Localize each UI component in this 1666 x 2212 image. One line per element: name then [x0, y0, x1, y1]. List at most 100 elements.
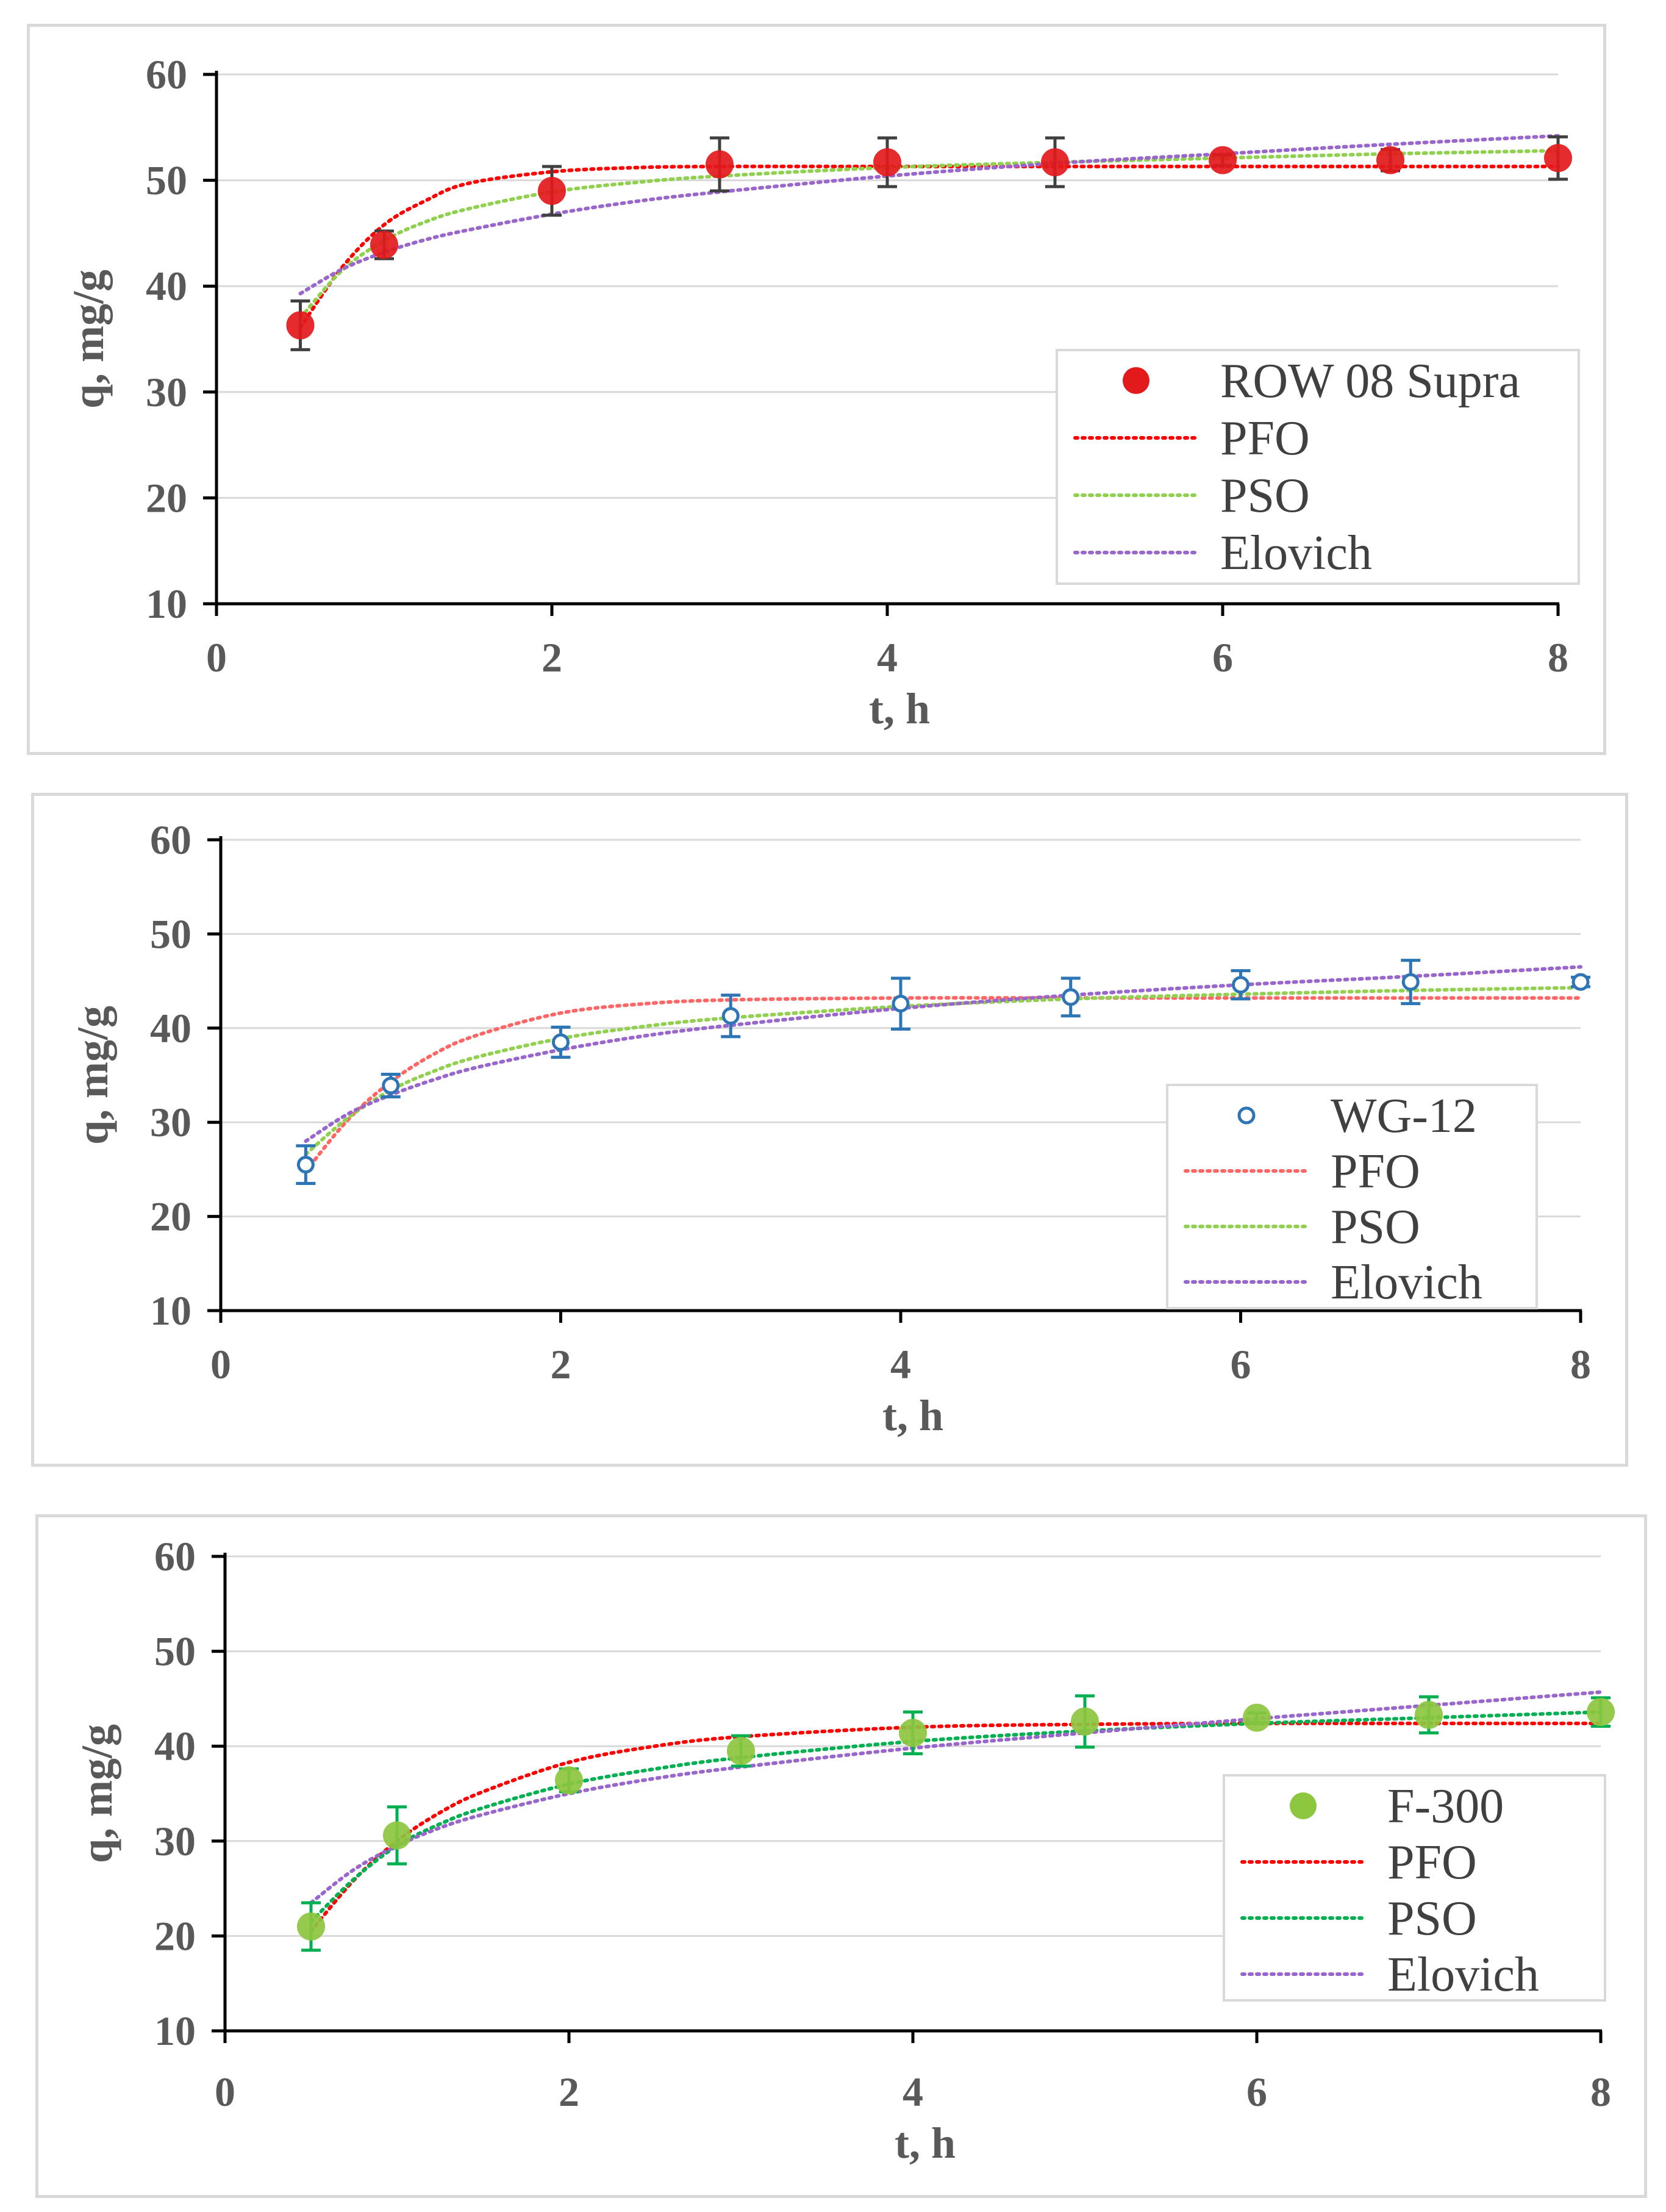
x-axis-label: t, h	[895, 2119, 956, 2167]
y-tick-label: 50	[146, 157, 187, 204]
legend-label: WG-12	[1331, 1089, 1477, 1143]
legend-label: PFO	[1331, 1145, 1420, 1198]
legend-marker	[1123, 367, 1149, 394]
fit-curve-pfo	[304, 996, 1582, 1173]
legend-label: F-300	[1387, 1780, 1504, 1833]
fit-curve-pfo	[298, 164, 1560, 329]
legend-label: PFO	[1220, 412, 1310, 465]
data-point	[370, 231, 398, 259]
y-tick-label: 30	[154, 1818, 196, 1864]
y-tick-label: 40	[154, 1723, 196, 1769]
data-point	[296, 1156, 315, 1174]
y-tick-label: 30	[150, 1099, 191, 1145]
y-tick-label: 60	[150, 817, 191, 863]
data-point	[706, 150, 734, 179]
legend-label: PSO	[1331, 1200, 1420, 1254]
x-axis-label: t, h	[869, 684, 930, 733]
x-tick-label: 6	[1212, 634, 1233, 681]
legend-label: PSO	[1387, 1892, 1477, 1945]
y-tick-label: 40	[146, 263, 187, 309]
data-point	[1587, 1698, 1615, 1727]
chart-panel-wg12: 10 20 30 40 50 60 0 2 4 6 8 t, h q, mg/g WG-12 PFO PSO E…	[31, 793, 1628, 1467]
legend-label: Elovich	[1387, 1948, 1539, 2002]
x-tick-label: 0	[215, 2069, 235, 2115]
y-tick-label: 60	[154, 1533, 196, 1580]
data-point	[555, 1766, 583, 1795]
fit-curve-elovich	[298, 134, 1560, 296]
data-point	[1071, 1707, 1099, 1736]
chart-f-300: 10 20 30 40 50 60 0 2 4 6 8 t, h q, mg/g F-300PFOPSOE…	[73, 1533, 1615, 2167]
x-tick-label: 2	[559, 2069, 579, 2115]
y-tick-label: 10	[154, 2008, 196, 2054]
fit-curve-elovich	[309, 1690, 1603, 1905]
y-tick-label: 60	[146, 51, 187, 98]
legend-label: PFO	[1387, 1836, 1477, 1889]
data-point	[1544, 144, 1572, 173]
data-point	[552, 1033, 570, 1051]
y-tick-label: 20	[146, 474, 187, 521]
x-tick-label: 0	[206, 634, 227, 681]
data-point	[382, 1076, 400, 1095]
y-tick-label: 50	[150, 911, 191, 957]
y-tick-label: 20	[154, 1913, 196, 1959]
x-tick-label: 2	[542, 634, 562, 681]
x-tick-label: 6	[1231, 1341, 1251, 1387]
data-point	[1415, 1700, 1443, 1729]
y-tick-label: 10	[150, 1287, 191, 1334]
data-point	[286, 311, 315, 340]
data-point	[721, 1007, 740, 1025]
legend-box	[1166, 1084, 1538, 1309]
legend-label: PSO	[1220, 469, 1310, 523]
data-point	[1401, 973, 1420, 991]
data-point	[297, 1912, 325, 1941]
x-tick-label: 4	[877, 634, 898, 681]
chart-row08-supra: 10 20 30 40 50 60 0 2 4 6 8 t, h q, mg/g ROW 08 Supra…	[64, 51, 1580, 733]
data-point	[1243, 1703, 1271, 1732]
data-point	[1062, 988, 1080, 1006]
legend-box	[1223, 1774, 1606, 2002]
fit-curve-pso	[304, 986, 1582, 1156]
legend-marker	[1237, 1106, 1256, 1125]
legend-label: Elovich	[1331, 1256, 1482, 1309]
y-tick-label: 20	[150, 1194, 191, 1240]
data-point	[1232, 976, 1250, 994]
x-tick-label: 4	[903, 2069, 923, 2115]
fit-curve-pso	[309, 1710, 1603, 1924]
x-tick-label: 6	[1246, 2069, 1267, 2115]
data-point	[1571, 973, 1590, 991]
data-point	[1376, 146, 1404, 174]
x-tick-label: 2	[551, 1341, 571, 1387]
x-tick-label: 8	[1570, 1341, 1591, 1387]
data-point	[383, 1821, 411, 1850]
chart-panel-f300: 10 20 30 40 50 60 0 2 4 6 8 t, h q, mg/g F-300 PFO PSO E…	[35, 1514, 1647, 2198]
legend-label: Elovich	[1220, 526, 1372, 580]
data-point	[873, 148, 901, 177]
fit-curve-pso	[298, 149, 1560, 320]
x-tick-label: 0	[210, 1341, 231, 1387]
data-point	[1209, 146, 1237, 174]
legend-label: ROW 08 Supra	[1220, 354, 1520, 408]
data-point	[899, 1719, 927, 1747]
y-tick-label: 30	[146, 369, 187, 415]
y-axis-label: q, mg/g	[64, 270, 113, 409]
y-tick-label: 10	[146, 581, 187, 627]
x-axis-label: t, h	[882, 1391, 943, 1440]
x-tick-label: 4	[890, 1341, 911, 1387]
chart-wg-12: 10 20 30 40 50 60 0 2 4 6 8 t, h q, mg/g WG-12PFOPSOE…	[68, 817, 1591, 1440]
x-tick-label: 8	[1548, 634, 1568, 681]
chart-panel-row08: 10 20 30 40 50 60 0 2 4 6 8 t, h q, mg/g ROW 08 Supra…	[27, 24, 1606, 755]
y-tick-label: 40	[150, 1005, 191, 1051]
y-tick-label: 50	[154, 1628, 196, 1675]
y-axis-label: q, mg/g	[68, 1006, 117, 1145]
y-axis-label: q, mg/g	[73, 1724, 121, 1863]
data-point	[892, 995, 910, 1013]
data-point	[538, 176, 566, 205]
fit-curve-elovich	[304, 965, 1582, 1144]
x-tick-label: 8	[1590, 2069, 1611, 2115]
data-point	[727, 1736, 755, 1765]
data-point	[1041, 148, 1069, 177]
legend-marker	[1290, 1792, 1317, 1819]
